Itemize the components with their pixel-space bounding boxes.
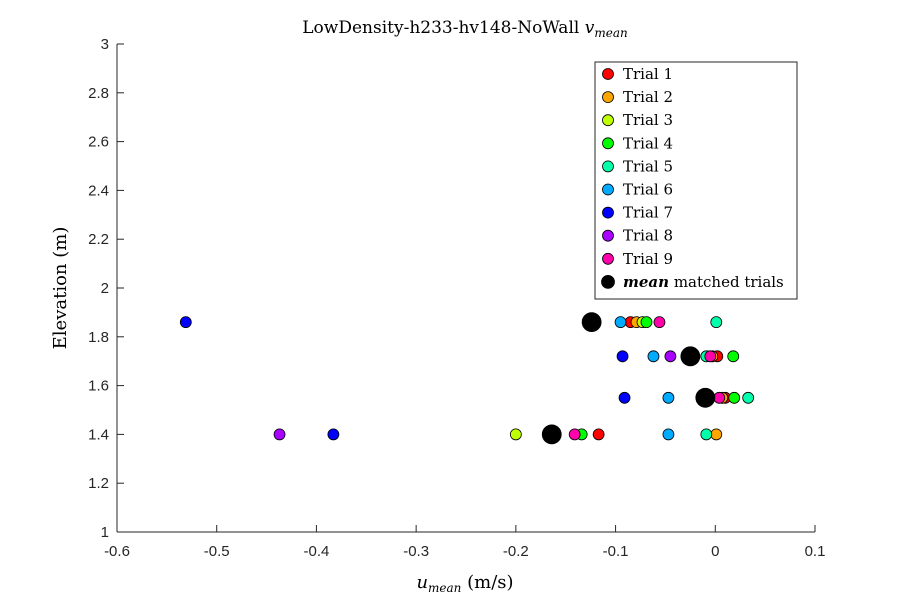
- data-point: [727, 350, 740, 363]
- x-tick-label: -0.2: [503, 543, 529, 560]
- y-tick-label: 3: [101, 36, 109, 53]
- x-tick-label: 0.1: [805, 543, 826, 560]
- plot-axes: -0.6 -0.5 -0.4 -0.3 -0.2 -0.1 0 0.1 1 1.2 1.4 1.6 1.…: [88, 36, 825, 560]
- x-tick-label: -0.4: [303, 543, 329, 560]
- chart-title: LowDensity-h233-hv148-NoWall vmean: [302, 18, 627, 40]
- mean-point: [541, 424, 562, 445]
- legend-mean-marker: [601, 274, 615, 289]
- y-tick-label: 1.2: [88, 475, 109, 492]
- y-tick-label: 1.4: [88, 426, 109, 443]
- data-point: [700, 428, 713, 441]
- legend-marker: [602, 183, 614, 196]
- data-point: [592, 428, 605, 441]
- y-tick-label: 2.4: [88, 182, 109, 199]
- data-point: [616, 350, 629, 363]
- legend: Trial 1 Trial 2 Trial 3 Trial 4 Trial 5 Trial…: [594, 61, 798, 300]
- mean-point: [680, 346, 701, 367]
- y-tick-label: 2: [101, 280, 109, 297]
- data-point: [664, 350, 677, 363]
- legend-marker: [602, 160, 614, 173]
- data-points: [179, 312, 755, 445]
- legend-marker: [602, 206, 614, 219]
- data-point: [710, 316, 723, 329]
- legend-marker: [602, 137, 614, 150]
- y-tick-label: 2.2: [88, 231, 109, 248]
- y-tick-label: 2.8: [88, 85, 109, 102]
- data-point: [704, 350, 717, 363]
- legend-marker: [602, 68, 614, 80]
- x-tick-label: -0.5: [204, 543, 230, 560]
- legend-label: Trial 3: [623, 111, 673, 129]
- legend-marker: [602, 252, 614, 265]
- y-axis-label: Elevation (m): [50, 227, 71, 350]
- chart-title-math: v: [585, 18, 595, 38]
- mean-point: [695, 387, 716, 408]
- data-point: [742, 391, 755, 404]
- x-tick-label: -0.6: [104, 543, 130, 560]
- data-point: [179, 316, 192, 329]
- legend-label: Trial 8: [623, 227, 673, 245]
- legend-marker: [602, 91, 614, 103]
- data-point: [728, 391, 741, 404]
- x-axis-label: umean (m/s): [416, 572, 513, 595]
- data-point: [662, 428, 675, 441]
- y-tick-label: 2.6: [88, 134, 109, 151]
- x-tick-label: -0.1: [603, 543, 629, 560]
- data-point: [327, 428, 340, 441]
- legend-label: Trial 2: [623, 88, 673, 106]
- legend-label: Trial 9: [623, 250, 673, 268]
- chart-title-text: LowDensity-h233-hv148-NoWall: [302, 18, 584, 38]
- data-point: [509, 428, 522, 441]
- x-axis-label-unit: (m/s): [461, 572, 513, 593]
- x-tick-label: 0: [711, 543, 719, 560]
- x-axis-label-math-sub: mean: [428, 581, 461, 595]
- data-point: [713, 391, 726, 404]
- data-point: [653, 316, 666, 329]
- legend-label: Trial 6: [623, 181, 673, 199]
- legend-mean-suffix: matched trials: [669, 273, 784, 291]
- legend-marker: [602, 114, 614, 127]
- y-tick-label: 1: [101, 524, 109, 541]
- legend-box: [594, 61, 798, 300]
- y-tick-label: 1.6: [88, 378, 109, 395]
- data-point: [710, 428, 723, 441]
- mean-point: [581, 312, 602, 333]
- x-axis-label-math: u: [416, 572, 428, 593]
- data-point: [568, 428, 581, 441]
- x-tick-label: -0.3: [403, 543, 429, 560]
- data-point: [614, 316, 627, 329]
- chart-title-math-sub: mean: [594, 26, 627, 40]
- data-point: [618, 391, 631, 404]
- data-point: [662, 391, 675, 404]
- legend-marker: [602, 229, 614, 242]
- data-point: [647, 350, 660, 363]
- legend-mean-prefix: mean: [623, 273, 669, 291]
- legend-label: Trial 5: [623, 157, 673, 175]
- legend-label: Trial 4: [623, 134, 673, 152]
- legend-label: Trial 1: [623, 65, 673, 83]
- legend-mean-label: mean matched trials: [623, 273, 784, 291]
- data-point: [640, 316, 653, 329]
- y-tick-label: 1.8: [88, 329, 109, 346]
- data-point: [273, 428, 286, 441]
- legend-label: Trial 7: [623, 204, 673, 222]
